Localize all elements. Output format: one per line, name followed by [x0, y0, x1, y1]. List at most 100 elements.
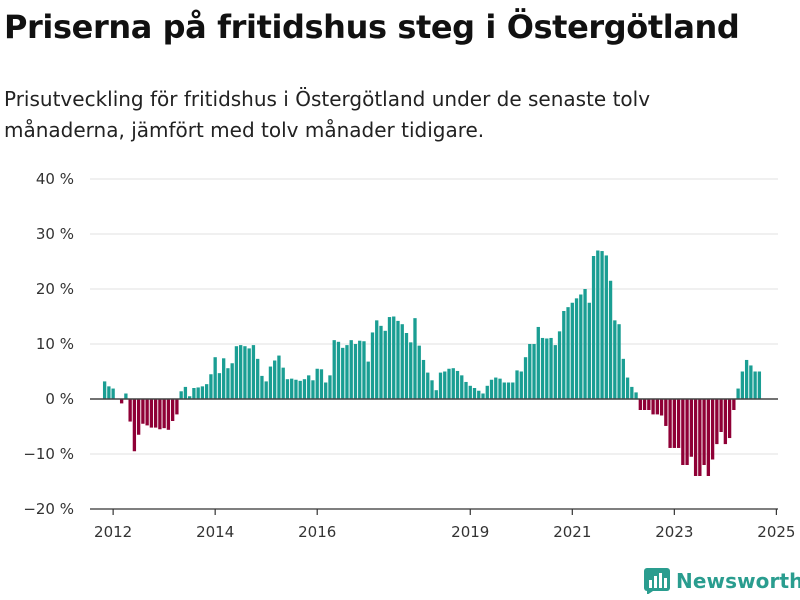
data-bar: [264, 381, 268, 399]
data-bar: [226, 368, 230, 399]
data-bar: [256, 358, 260, 399]
data-bar: [158, 399, 162, 430]
y-tick-label: 20 %: [36, 280, 74, 298]
data-bar: [315, 368, 319, 399]
data-bar: [349, 340, 353, 399]
data-bar: [553, 345, 557, 399]
data-bar: [562, 311, 566, 399]
data-bar: [494, 377, 498, 399]
y-tick-label: −20 %: [23, 500, 74, 518]
data-bar: [311, 380, 315, 399]
x-tick-label: 2025: [757, 523, 795, 541]
data-bar: [676, 399, 681, 448]
data-bar: [600, 251, 604, 399]
data-bar: [107, 386, 111, 399]
data-bar: [736, 388, 740, 399]
data-bar: [205, 384, 209, 399]
data-bar: [302, 379, 307, 399]
data-bar: [209, 374, 213, 399]
data-bar: [498, 378, 502, 399]
data-bar: [647, 399, 651, 410]
data-bar: [689, 399, 694, 457]
data-bar: [621, 358, 625, 399]
data-bar: [281, 367, 285, 399]
data-bar: [566, 307, 570, 399]
data-bar: [119, 399, 124, 404]
data-bar: [358, 340, 362, 399]
data-bar: [710, 399, 715, 460]
data-bar: [136, 399, 141, 435]
data-bar: [243, 346, 247, 399]
data-bar: [162, 399, 166, 429]
data-bar: [617, 324, 621, 399]
data-bar: [417, 345, 421, 399]
data-bar: [591, 256, 596, 399]
data-bar: [693, 399, 698, 476]
data-bar: [375, 320, 379, 399]
data-bar: [400, 324, 404, 399]
data-bar: [668, 399, 672, 448]
data-bar: [642, 399, 647, 410]
data-bar: [383, 330, 387, 399]
data-bar: [460, 375, 464, 399]
data-bar: [506, 382, 511, 399]
data-bar: [702, 399, 706, 465]
data-bar: [744, 359, 749, 399]
data-bar: [557, 331, 562, 399]
data-bar: [387, 317, 392, 399]
bar-chart-logo-icon: [644, 568, 670, 594]
data-bar: [128, 399, 132, 422]
data-bar: [102, 381, 107, 399]
data-bar: [251, 345, 256, 399]
data-bar: [574, 298, 579, 399]
data-bar: [549, 337, 553, 399]
data-bar: [732, 399, 736, 410]
data-bar: [200, 386, 205, 399]
data-bar: [285, 379, 290, 399]
data-bar: [341, 347, 345, 399]
data-bar: [447, 368, 451, 399]
data-bar: [719, 399, 723, 432]
data-bar: [540, 337, 545, 399]
data-bar: [468, 385, 472, 399]
data-bar: [336, 341, 341, 399]
data-bar: [217, 373, 222, 399]
data-bar: [149, 399, 154, 428]
data-bar: [757, 371, 762, 399]
data-bar: [502, 382, 506, 399]
chart-subtitle: Prisutveckling för fritidshus i Östergöt…: [4, 87, 651, 142]
data-bar: [532, 344, 536, 399]
y-tick-label: −10 %: [23, 445, 74, 463]
data-bar: [294, 379, 298, 399]
y-tick-label: 40 %: [36, 170, 74, 188]
data-bar: [570, 302, 574, 399]
data-bar: [230, 363, 234, 399]
data-bar: [464, 381, 468, 399]
data-bar: [451, 368, 455, 399]
data-bar: [404, 333, 409, 399]
data-bar: [324, 382, 328, 399]
x-tick-label: 2012: [94, 523, 132, 541]
value-annotation: 5 %: [769, 0, 799, 4]
data-bar: [596, 250, 600, 399]
data-bar: [124, 393, 128, 399]
data-bar: [638, 399, 642, 410]
data-bar: [145, 399, 149, 426]
data-bar: [681, 399, 685, 465]
data-bar: [298, 380, 302, 399]
data-bar: [175, 399, 179, 415]
x-tick-label: 2014: [196, 523, 234, 541]
data-bar: [481, 393, 485, 399]
data-bar: [715, 399, 719, 445]
data-bar: [332, 340, 336, 399]
data-bar: [192, 388, 196, 399]
data-bar: [353, 344, 358, 399]
data-bar: [664, 399, 668, 426]
data-bar: [727, 399, 732, 439]
data-bar: [489, 379, 494, 399]
data-bar: [239, 345, 243, 399]
page-title: Priserna på fritidshus steg i Östergötla…: [4, 8, 740, 46]
data-bar: [443, 371, 447, 399]
data-bar: [328, 375, 332, 399]
